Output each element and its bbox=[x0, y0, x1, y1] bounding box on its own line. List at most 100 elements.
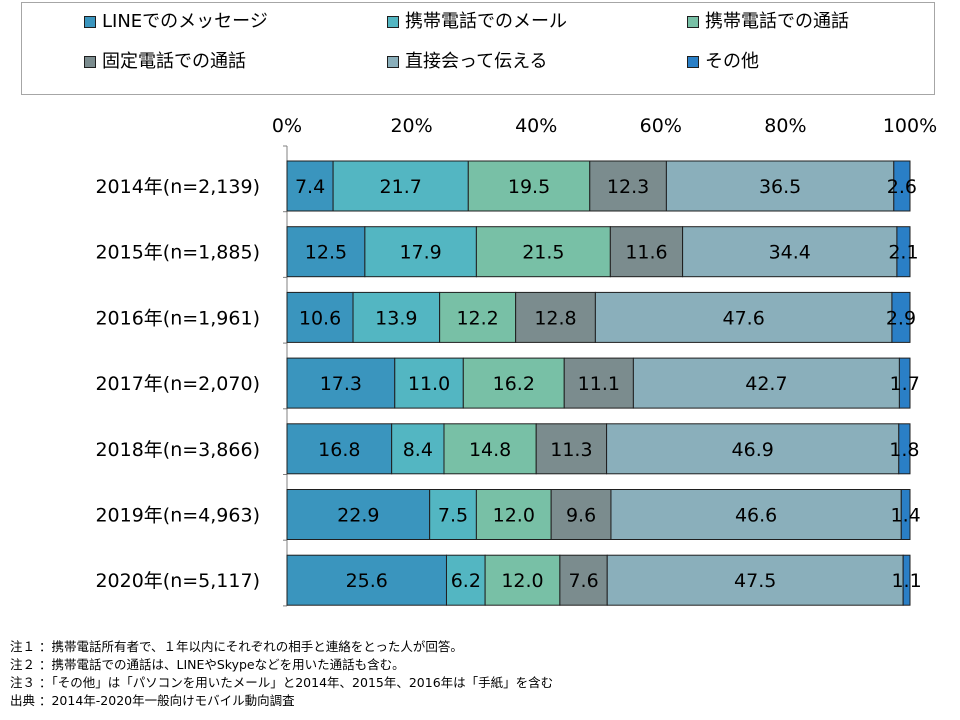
data-label: 42.7 bbox=[745, 373, 787, 395]
data-label: 25.6 bbox=[346, 570, 388, 592]
legend-swatch-icon bbox=[387, 56, 399, 68]
bar-segment bbox=[286, 160, 334, 212]
bar-segment bbox=[665, 160, 895, 212]
data-label: 46.9 bbox=[732, 439, 774, 461]
legend-swatch-icon bbox=[84, 16, 96, 28]
data-label: 17.3 bbox=[320, 373, 362, 395]
data-label: 8.4 bbox=[403, 439, 433, 461]
category-label: 2016年(n=1,961) bbox=[95, 307, 260, 329]
data-label: 12.8 bbox=[534, 307, 576, 329]
category-label: 2019年(n=4,963) bbox=[95, 505, 260, 527]
category-label: 2018年(n=3,866) bbox=[95, 439, 260, 461]
data-label: 36.5 bbox=[759, 176, 801, 198]
bar-segment bbox=[535, 423, 608, 475]
bar-segment bbox=[563, 357, 634, 409]
data-label: 12.0 bbox=[501, 570, 543, 592]
data-label: 9.6 bbox=[566, 505, 596, 527]
data-label: 10.6 bbox=[299, 307, 341, 329]
legend-item: 携帯電話でのメール bbox=[387, 10, 567, 34]
data-label: 2.6 bbox=[887, 176, 917, 198]
bar-segment bbox=[364, 226, 477, 278]
bar-segment bbox=[286, 226, 366, 278]
bar-segment bbox=[900, 489, 911, 540]
data-label: 11.0 bbox=[408, 373, 450, 395]
legend-label: 携帯電話での通話 bbox=[705, 11, 849, 32]
legend-label: その他 bbox=[705, 51, 759, 72]
bar-segment bbox=[632, 357, 900, 409]
legend-label: 直接会って伝える bbox=[405, 51, 548, 72]
bar-segment bbox=[445, 554, 486, 606]
data-label: 6.2 bbox=[451, 570, 481, 592]
x-tick-label: 0% bbox=[272, 115, 302, 137]
data-label: 11.6 bbox=[625, 242, 667, 264]
legend-swatch-icon bbox=[84, 56, 96, 68]
data-label: 1.1 bbox=[891, 570, 921, 592]
bar-segment bbox=[462, 357, 565, 409]
data-label: 1.8 bbox=[889, 439, 919, 461]
data-label: 2.1 bbox=[888, 242, 918, 264]
bar-segment bbox=[286, 357, 396, 409]
bar-segment bbox=[902, 554, 911, 606]
note-1: 注１ ：携帯電話所有者で、１年以内にそれぞれの相手と連絡をとった人が回答。 bbox=[10, 639, 463, 654]
data-label: 16.2 bbox=[493, 373, 535, 395]
bar-segment bbox=[475, 226, 611, 278]
bar-segment bbox=[893, 160, 911, 212]
data-label: 11.1 bbox=[578, 373, 620, 395]
bar-segment bbox=[515, 291, 596, 343]
bar-segment bbox=[484, 554, 561, 606]
bar-segment bbox=[891, 291, 911, 343]
data-label: 46.6 bbox=[735, 505, 777, 527]
bar-segment bbox=[606, 554, 904, 606]
bar-segment bbox=[332, 160, 469, 212]
bar-segment bbox=[439, 291, 517, 343]
chart-legend: LINEでのメッセージ 携帯電話でのメール 携帯電話での通話固定電話での通話 直接会っ… bbox=[21, 2, 935, 95]
data-label: 47.5 bbox=[734, 570, 776, 592]
data-label: 13.9 bbox=[375, 307, 417, 329]
stacked-bar-chart: 0% 20% 40% 60% 80% 100% 2014年(n=2,139) 7.4 21.7 1… bbox=[95, 115, 937, 607]
data-label: 1.7 bbox=[890, 373, 920, 395]
data-label: 12.5 bbox=[305, 242, 347, 264]
bar-segment bbox=[559, 554, 608, 606]
legend-item: 固定電話での通話 bbox=[84, 50, 246, 74]
bar-segment bbox=[475, 489, 552, 540]
data-label: 7.6 bbox=[568, 570, 598, 592]
bar-segment bbox=[286, 423, 393, 475]
data-label: 19.5 bbox=[508, 176, 550, 198]
data-label: 7.4 bbox=[295, 176, 325, 198]
data-label: 21.7 bbox=[380, 176, 422, 198]
note-2: 注２ ：携帯電話での通話は、LINEやSkypeなどを用いた通話も含む。 bbox=[10, 657, 405, 672]
data-label: 17.9 bbox=[399, 242, 441, 264]
bar-segment bbox=[898, 357, 911, 409]
category-label: 2014年(n=2,139) bbox=[95, 176, 260, 198]
data-label: 2.9 bbox=[886, 307, 916, 329]
legend-item: LINEでのメッセージ bbox=[84, 10, 268, 34]
data-label: 11.3 bbox=[550, 439, 592, 461]
data-label: 1.4 bbox=[891, 505, 921, 527]
chart-notes: 注１ ：携帯電話所有者で、１年以内にそれぞれの相手と連絡をとった人が回答。 注２… bbox=[10, 638, 950, 710]
data-label: 12.2 bbox=[456, 307, 498, 329]
legend-label: LINEでのメッセージ bbox=[102, 11, 268, 32]
category-label: 2015年(n=1,885) bbox=[95, 242, 260, 264]
legend-item: その他 bbox=[687, 50, 759, 74]
bar-segment bbox=[682, 226, 898, 278]
bar-segment bbox=[429, 489, 477, 540]
data-label: 16.8 bbox=[318, 439, 360, 461]
data-label: 34.4 bbox=[769, 242, 811, 264]
data-label: 21.5 bbox=[522, 242, 564, 264]
legend-swatch-icon bbox=[387, 16, 399, 28]
legend-item: 直接会って伝える bbox=[387, 50, 548, 74]
bar-segment bbox=[589, 160, 667, 212]
x-tick-label: 80% bbox=[764, 115, 806, 137]
legend-label: 携帯電話でのメール bbox=[405, 11, 567, 32]
bar-segment bbox=[896, 226, 911, 278]
bar-segment bbox=[394, 357, 464, 409]
bar-segment bbox=[609, 226, 684, 278]
data-label: 7.5 bbox=[438, 505, 468, 527]
category-label: 2020年(n=5,117) bbox=[95, 570, 260, 592]
data-label: 12.3 bbox=[607, 176, 649, 198]
data-label: 22.9 bbox=[337, 505, 379, 527]
legend-item: 携帯電話での通話 bbox=[687, 10, 849, 34]
data-label: 12.0 bbox=[493, 505, 535, 527]
note-3: 注３ ：「その他」は「パソコンを用いたメール」と2014年、2015年、2016… bbox=[10, 675, 554, 690]
bar-segment bbox=[610, 489, 902, 540]
